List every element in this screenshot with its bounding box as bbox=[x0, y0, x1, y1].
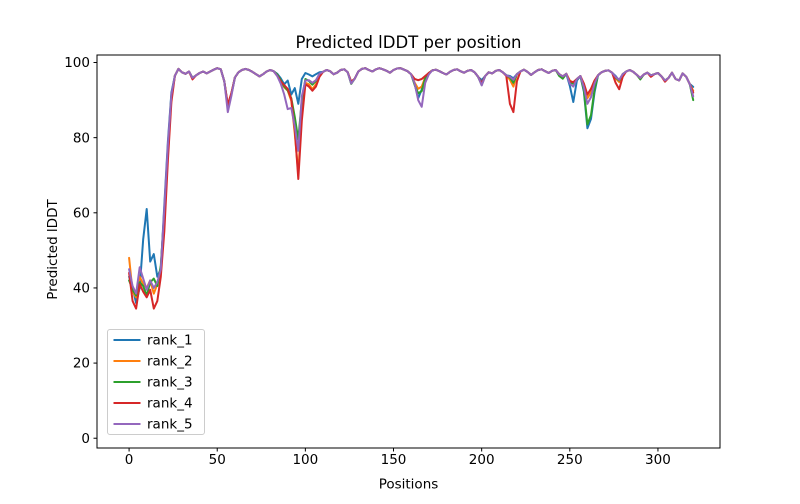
x-tick-label: 150 bbox=[381, 452, 407, 468]
y-tick-label: 80 bbox=[73, 130, 90, 146]
x-tick-label: 50 bbox=[209, 452, 226, 468]
x-tick-label: 200 bbox=[469, 452, 495, 468]
y-tick-label: 60 bbox=[73, 205, 90, 221]
x-tick-label: 250 bbox=[557, 452, 583, 468]
x-axis-ticks: 0 50 100 150 200 250 300 bbox=[125, 448, 671, 468]
y-axis-label: Predicted lDDT bbox=[45, 199, 61, 300]
y-axis-ticks: 0 20 40 60 80 100 bbox=[64, 55, 97, 447]
x-tick-label: 100 bbox=[292, 452, 318, 468]
legend-label-rank_4: rank_4 bbox=[147, 396, 193, 412]
legend-label-rank_2: rank_2 bbox=[147, 354, 193, 370]
x-axis-label: Positions bbox=[379, 477, 439, 493]
chart-title: Predicted lDDT per position bbox=[295, 33, 521, 52]
x-tick-label: 0 bbox=[125, 452, 134, 468]
legend-label-rank_3: rank_3 bbox=[147, 375, 193, 391]
series-lines bbox=[128, 67, 695, 310]
legend-label-rank_5: rank_5 bbox=[147, 417, 193, 433]
legend-entries: rank_1 rank_2 rank_3 rank_4 rank_5 bbox=[113, 333, 193, 433]
legend: rank_1 rank_2 rank_3 rank_4 rank_5 bbox=[107, 329, 205, 435]
legend-box bbox=[107, 329, 205, 435]
y-tick-label: 20 bbox=[73, 356, 90, 372]
plot-area bbox=[96, 54, 721, 449]
legend-label-rank_1: rank_1 bbox=[147, 333, 193, 349]
y-tick-label: 0 bbox=[81, 431, 90, 447]
series-line-rank_5 bbox=[128, 67, 695, 295]
x-tick-label: 300 bbox=[645, 452, 671, 468]
y-tick-label: 100 bbox=[64, 55, 90, 71]
y-tick-label: 40 bbox=[73, 281, 90, 297]
